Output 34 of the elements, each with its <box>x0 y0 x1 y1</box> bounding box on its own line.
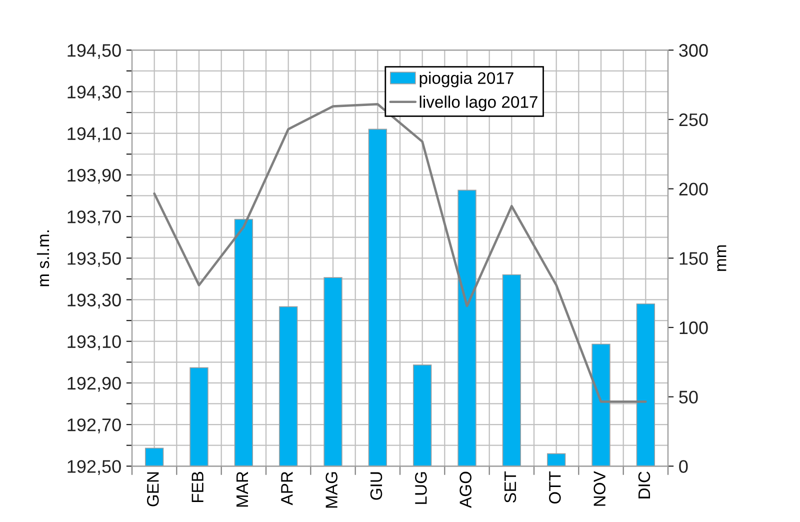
x-tick-label: APR <box>281 472 293 506</box>
legend-label: pioggia 2017 <box>420 72 514 88</box>
y2-tick-label: 250 <box>679 113 708 126</box>
x-tick-label: GIU <box>370 472 382 500</box>
y2-tick-label: 300 <box>679 44 708 57</box>
x-tick-label: DIC <box>638 472 650 498</box>
y-tick-label: 193,70 <box>68 210 121 226</box>
y2-tick-label: 150 <box>680 252 708 265</box>
y2-tick-label: 100 <box>680 321 708 334</box>
y-tick-label: 193,90 <box>68 168 121 184</box>
y-tick-label: 193,10 <box>68 335 121 350</box>
x-tick-label: FEB <box>192 472 204 502</box>
x-tick-label: NOV <box>594 471 606 506</box>
y-tick-label: 194,10 <box>68 127 121 142</box>
y-axis-title: m s.l.m. <box>36 230 50 286</box>
y-tick-label: 192,70 <box>68 418 121 434</box>
y2-tick-label: 0 <box>679 460 688 473</box>
y-tick-label: 192,90 <box>68 376 121 392</box>
y-tick-label: 194,30 <box>68 86 121 101</box>
y-tick-label: 192,50 <box>68 460 121 475</box>
y2-tick-label: 50 <box>679 390 698 404</box>
x-tick-label: LUG <box>415 472 427 504</box>
y-tick-label: 193,30 <box>68 294 121 309</box>
y2-tick-label: 200 <box>679 182 708 196</box>
x-tick-label: SET <box>504 471 516 503</box>
x-tick-label: GEN <box>147 472 159 506</box>
legend-label: livello lago 2017 <box>420 96 538 112</box>
y-tick-label: 193,50 <box>68 252 121 267</box>
x-tick-label: MAG <box>326 472 338 508</box>
x-tick-label: MAR <box>236 472 248 507</box>
x-tick-label: AGO <box>460 472 472 508</box>
x-tick-label: OTT <box>549 471 561 504</box>
y2-axis-title: mm <box>717 245 726 271</box>
y-tick-label: 194,50 <box>68 44 121 59</box>
